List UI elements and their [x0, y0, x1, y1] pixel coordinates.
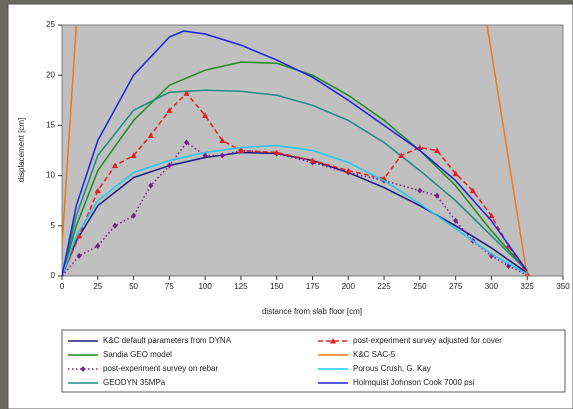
y-tick-label: 5 [51, 221, 56, 230]
data-point [148, 182, 154, 189]
data-point [147, 132, 154, 138]
series-line [62, 92, 528, 276]
data-point [184, 139, 190, 146]
x-tick-label: 0 [60, 282, 65, 291]
series-line [62, 144, 528, 276]
x-tick-label: 25 [93, 282, 102, 291]
x-tick-label: 100 [198, 282, 212, 291]
data-point [76, 232, 83, 239]
x-tick-label: 275 [449, 282, 463, 291]
x-tick-label: 325 [521, 282, 535, 291]
x-tick-label: 250 [413, 282, 427, 291]
data-point [131, 212, 137, 219]
x-tick-label: 200 [342, 282, 356, 291]
x-tick-label: 150 [270, 282, 284, 291]
series-layer [62, 24, 530, 276]
data-point [434, 147, 441, 153]
legend-label: post-experiment survey on rebar [103, 364, 219, 373]
data-point [309, 157, 316, 164]
y-tick-label: 0 [51, 271, 56, 280]
data-point [453, 217, 459, 224]
legend-label: K&C default parameters from DYNA [103, 336, 232, 345]
y-tick-label: 25 [46, 20, 55, 29]
data-point [166, 162, 172, 169]
legend-label: GEODYN 35MPa [103, 378, 166, 387]
data-point [202, 112, 209, 118]
legend-label: Holmquist Johnson Cook 7000 psi [353, 378, 475, 387]
series-line [62, 141, 528, 276]
data-point [111, 162, 118, 169]
data-point [183, 90, 190, 96]
data-point [345, 167, 352, 174]
x-tick-label: 175 [306, 282, 320, 291]
data-point [219, 152, 225, 159]
series-line [62, 89, 528, 276]
data-point [273, 149, 280, 156]
data-point [434, 192, 440, 199]
legend-label: K&C SAC-5 [353, 350, 396, 359]
y-tick-label: 15 [46, 121, 55, 130]
x-axis-label: distance from slab floor [cm] [262, 307, 362, 316]
legend-box [61, 329, 566, 393]
data-point [76, 252, 82, 259]
x-tick-label: 50 [129, 282, 138, 291]
series-line [62, 30, 528, 276]
x-tick-label: 300 [485, 282, 499, 291]
data-point [469, 187, 476, 194]
data-point [94, 187, 101, 194]
data-point [488, 212, 495, 219]
data-point [417, 187, 423, 194]
x-tick-label: 125 [234, 282, 248, 291]
data-point [398, 152, 405, 159]
y-tick-label: 20 [46, 70, 55, 79]
legend-label: post-experiment survey adjusted for cove… [353, 336, 502, 345]
data-point [112, 222, 118, 229]
x-tick-label: 350 [556, 282, 570, 291]
data-point [219, 137, 226, 143]
series-line [62, 61, 528, 276]
legend-label: Sandia GEO model [103, 350, 172, 359]
y-tick-label: 10 [46, 171, 55, 180]
data-point [95, 242, 101, 249]
data-point [130, 152, 137, 159]
legend-marker [80, 366, 86, 372]
data-point [237, 147, 244, 153]
legend-label: Porous Crush, G. Kay [353, 364, 431, 373]
data-point [202, 152, 208, 159]
data-point [452, 170, 459, 177]
series-line [62, 24, 528, 276]
legend-marker [330, 338, 336, 344]
data-point [166, 107, 173, 113]
x-tick-label: 225 [377, 282, 391, 291]
x-tick-label: 75 [165, 282, 174, 291]
y-axis-label: displacement [cm] [17, 118, 26, 182]
